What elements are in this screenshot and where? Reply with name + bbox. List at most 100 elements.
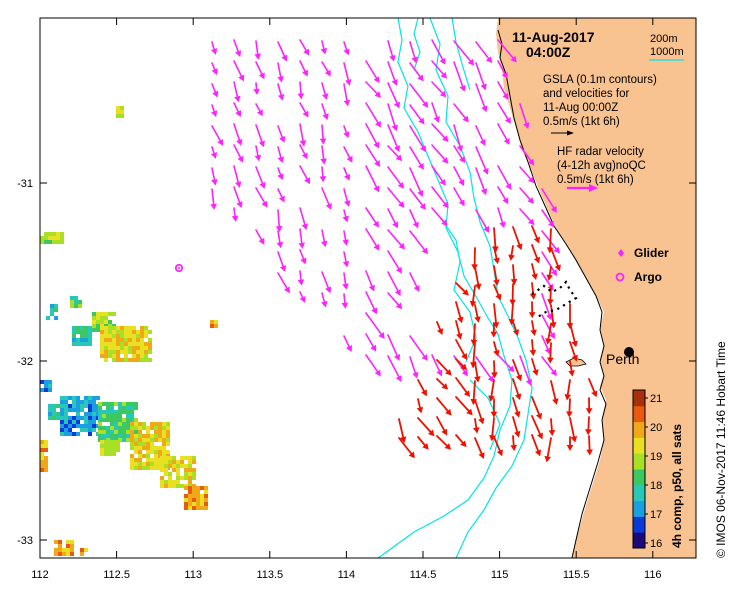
hf-velocity-arrow [211, 104, 218, 118]
hf-velocity-arrow [297, 81, 305, 100]
sst-pixel [150, 434, 154, 438]
sst-pixel [80, 404, 84, 408]
sst-pixel [84, 396, 88, 400]
sst-pixel [100, 334, 104, 338]
observed-velocity-arrow [531, 244, 541, 264]
sst-pixel [92, 324, 96, 328]
sst-pixel [108, 330, 112, 334]
sst-pixel [100, 316, 104, 320]
sst-pixel [108, 342, 112, 346]
hf-velocity-arrow [299, 39, 310, 56]
sst-pixel [192, 486, 196, 490]
sst-pixel [162, 426, 166, 430]
sst-pixel [108, 346, 112, 350]
sst-pixel [110, 430, 114, 434]
observed-velocity-arrow [564, 379, 572, 401]
colorbar-segment [633, 390, 645, 407]
hf-velocity-arrow [365, 291, 378, 315]
sst-pixel [88, 400, 92, 404]
sst-pixel [48, 380, 52, 384]
observed-velocity-arrow [548, 418, 556, 437]
sst-pixel [162, 450, 166, 454]
sst-pixel [120, 114, 124, 118]
hf-velocity-arrow [409, 335, 428, 361]
hf-velocity-arrow [233, 186, 243, 209]
sst-pixel [162, 442, 166, 446]
hf-velocity-arrow [277, 83, 285, 101]
sst-pixel [48, 388, 52, 392]
sst-pixel [100, 346, 104, 350]
sst-pixel [68, 424, 72, 428]
sst-pixel [48, 384, 52, 388]
sst-pixel [84, 548, 88, 552]
hf-velocity-arrow [541, 356, 557, 376]
sst-pixel [72, 330, 76, 334]
observed-velocity-arrow [493, 246, 500, 265]
sst-pixel [112, 440, 116, 444]
sst-pixel [44, 380, 48, 384]
sst-pixel [132, 330, 136, 334]
sst-pixel [98, 402, 102, 406]
sst-pixel [64, 420, 68, 424]
hf-velocity-arrow [387, 166, 404, 189]
map-time: 04:00Z [526, 44, 571, 60]
sst-pixel [134, 466, 138, 470]
sst-pixel [66, 544, 70, 548]
sst-pixel [44, 232, 48, 236]
sst-pixel [112, 444, 116, 448]
sst-pixel [104, 316, 108, 320]
sst-pixel [102, 434, 106, 438]
sst-pixel [160, 456, 164, 460]
sst-pixel [122, 438, 126, 442]
hf-velocity-arrow [387, 271, 401, 296]
sst-pixel [92, 416, 96, 420]
x-tick-label: 112 [31, 569, 49, 581]
sst-pixel [136, 342, 140, 346]
sst-pixel [76, 408, 80, 412]
sst-pixel [154, 434, 158, 438]
sst-pixel [60, 416, 64, 420]
sst-pixel [98, 414, 102, 418]
sst-pixel [64, 396, 68, 400]
colorbar-segment [633, 532, 645, 549]
sst-pixel [192, 468, 196, 472]
sst-pixel [120, 330, 124, 334]
hf-velocity-arrow [519, 103, 530, 130]
sst-pixel [134, 418, 138, 422]
sst-pixel [104, 338, 108, 342]
sst-pixel [158, 422, 162, 426]
observed-velocity-arrow [546, 266, 553, 281]
observed-velocity-arrow [436, 416, 448, 436]
sst-pixel [116, 330, 120, 334]
sst-pixel [148, 342, 152, 346]
sst-pixel [62, 552, 66, 556]
hf-velocity-arrow [475, 83, 488, 113]
hf-velocity-arrow [321, 229, 328, 248]
hf-legend-line: HF radar velocity [557, 146, 644, 158]
sst-pixel [108, 320, 112, 324]
sst-pixel [120, 110, 124, 114]
sst-pixel [138, 430, 142, 434]
sst-pixel [148, 338, 152, 342]
hf-velocity-arrow [409, 41, 418, 64]
observed-velocity-arrow [493, 265, 500, 286]
perth-marker [624, 347, 634, 357]
sst-pixel [76, 420, 80, 424]
sst-pixel [52, 412, 56, 416]
hf-velocity-arrow [299, 249, 307, 265]
sst-pixel [124, 354, 128, 358]
argo-legend-label: Argo [634, 270, 662, 284]
sst-pixel [52, 240, 56, 244]
sst-pixel [136, 354, 140, 358]
sst-pixel [130, 430, 134, 434]
sst-pixel [114, 410, 118, 414]
sst-pixel [76, 330, 80, 334]
sst-pixel [100, 452, 104, 456]
sst-pixel [138, 426, 142, 430]
hf-velocity-arrow [365, 312, 385, 339]
sst-pixel [68, 432, 72, 436]
sst-pixel [148, 346, 152, 350]
sst-pixel [114, 434, 118, 438]
sst-pixel [168, 476, 172, 480]
hf-velocity-arrow [453, 187, 465, 207]
